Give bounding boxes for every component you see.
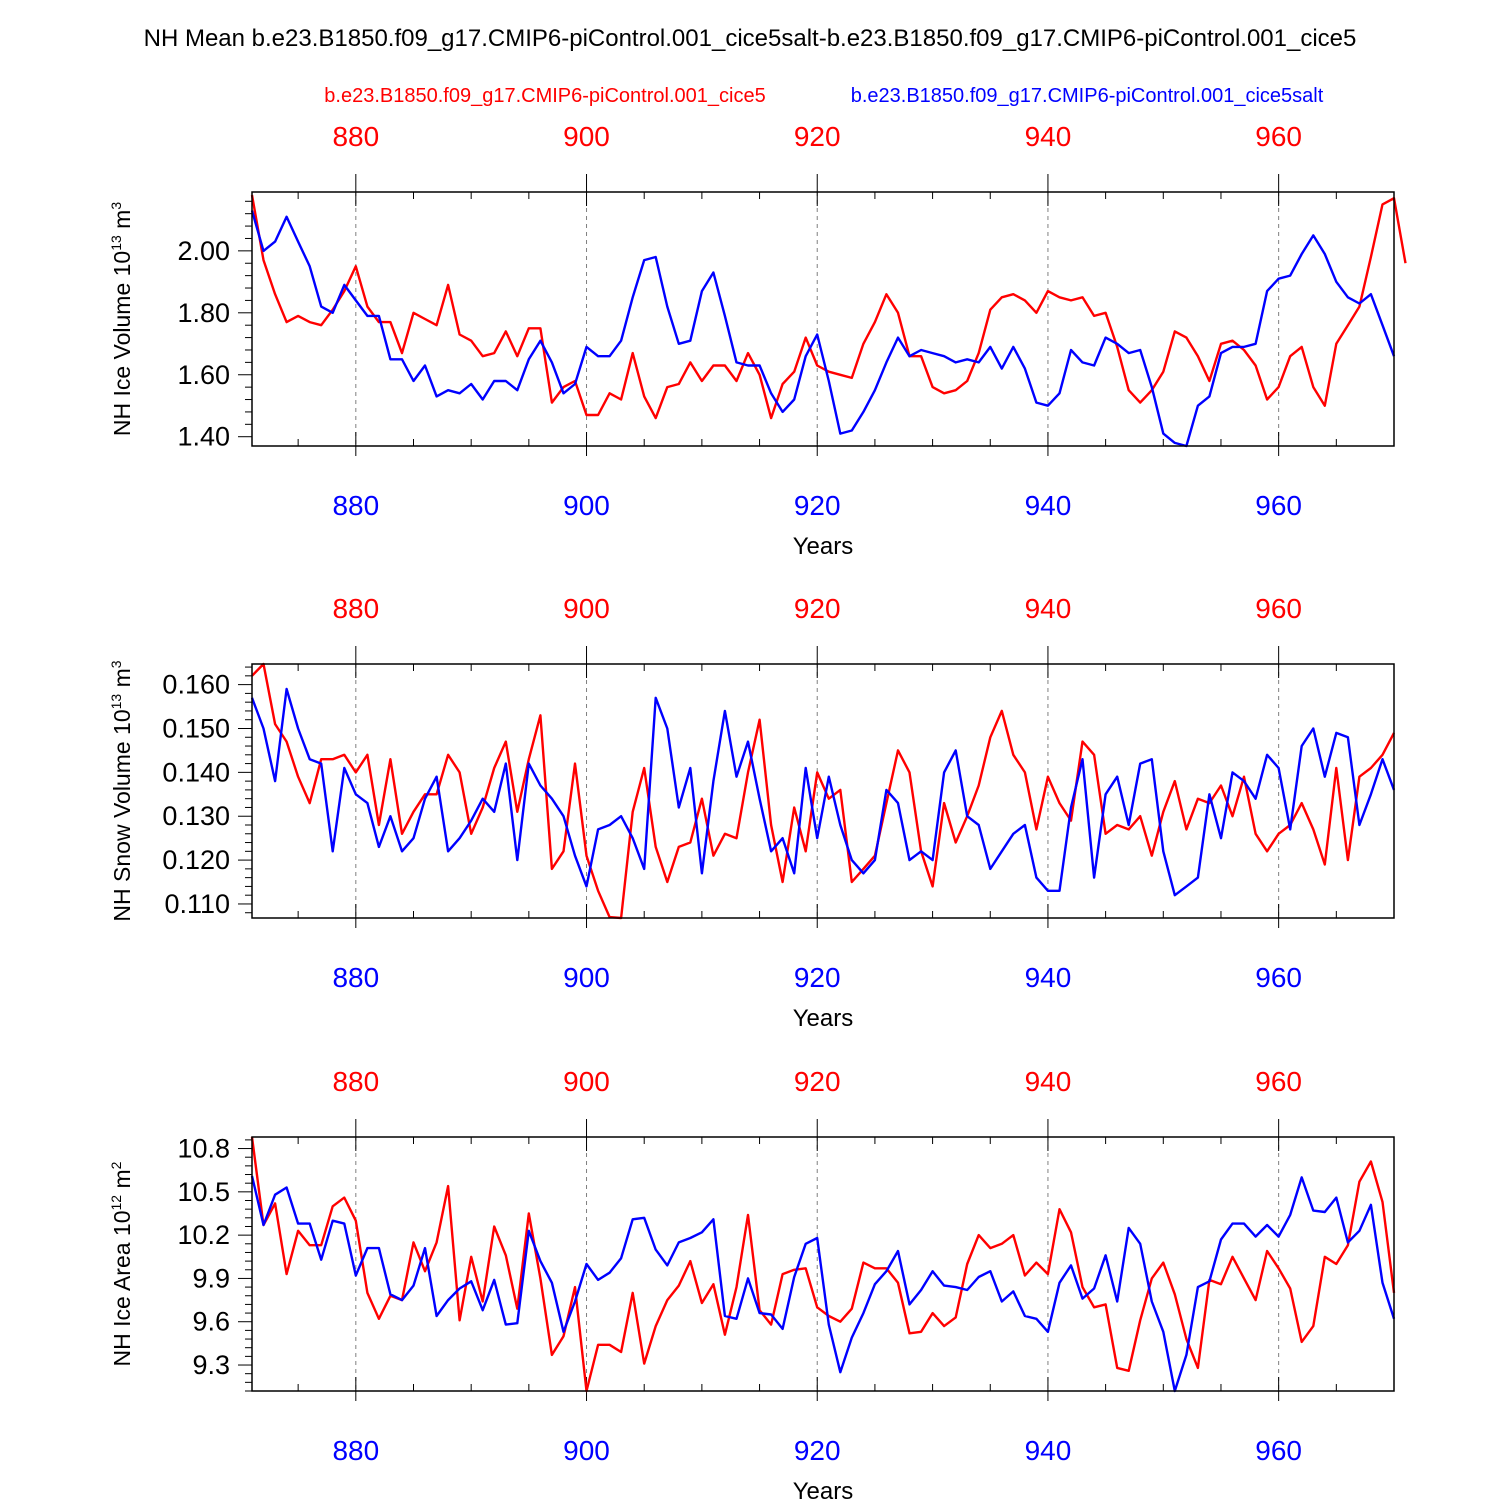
plot-frame <box>251 191 1395 447</box>
y-tick-label: 9.3 <box>192 1350 230 1380</box>
y-axis-label-text: m <box>109 210 135 236</box>
figure-title: NH Mean b.e23.B1850.f09_g17.CMIP6-piCont… <box>144 25 1357 52</box>
x-tick-label-bottom: 900 <box>563 962 610 993</box>
legend-red-label: b.e23.B1850.f09_g17.CMIP6-piControl.001_… <box>324 85 765 107</box>
series-line-red <box>251 662 1396 920</box>
y-tick-label: 10.8 <box>177 1134 230 1164</box>
x-tick-label-bottom: 940 <box>1025 962 1072 993</box>
x-tick-label-top: 920 <box>794 593 841 624</box>
x-tick-label-top: 880 <box>332 1066 379 1097</box>
y-tick-label: 0.130 <box>162 801 230 831</box>
series-line-blue <box>250 210 1396 448</box>
x-tick-label-top: 960 <box>1255 121 1302 152</box>
series-line-red <box>250 194 1407 420</box>
x-tick-label-bottom: 920 <box>794 1435 841 1466</box>
x-tick-label-top: 940 <box>1025 593 1072 624</box>
y-axis-label-superscript: 13 <box>108 694 124 710</box>
x-tick-label-bottom: 880 <box>332 490 379 521</box>
panel-3: 9.3 9.6 9.9 10.2 10.5 10.8 880 880 900 900 920 920 9… <box>108 1066 1396 1500</box>
x-tick-label-bottom: 880 <box>332 1435 379 1466</box>
y-tick-label: 0.140 <box>162 757 230 787</box>
x-tick-label-top: 940 <box>1025 121 1072 152</box>
plot-frame <box>251 663 1395 919</box>
x-tick-label-bottom: 940 <box>1025 490 1072 521</box>
y-axis-label: NH Snow Volume 1013 m3 <box>108 660 135 921</box>
panels-container: 1.40 1.60 1.80 2.00 880 880 900 900 920 920 940 940… <box>108 121 1407 1500</box>
y-axis-label-superscript: 3 <box>108 202 124 210</box>
y-tick-label: 2.00 <box>177 236 230 266</box>
panel-2: 0.110 0.120 0.130 0.140 0.150 0.160 880 880 900 9… <box>108 593 1396 1032</box>
x-tick-label-bottom: 960 <box>1255 962 1302 993</box>
y-axis-label-text: NH Ice Area 10 <box>109 1210 135 1366</box>
y-tick-label: 9.6 <box>192 1307 230 1337</box>
x-tick-label-bottom: 920 <box>794 490 841 521</box>
x-tick-label-top: 940 <box>1025 1066 1072 1097</box>
y-axis-label-superscript: 2 <box>108 1161 124 1169</box>
x-tick-label-top: 880 <box>332 593 379 624</box>
x-tick-label-top: 900 <box>563 1066 610 1097</box>
x-tick-label-bottom: 960 <box>1255 1435 1302 1466</box>
series-line-blue <box>250 687 1396 897</box>
y-tick-label: 10.5 <box>177 1177 230 1207</box>
y-axis-label-superscript: 13 <box>108 235 124 251</box>
x-tick-label-bottom: 900 <box>563 1435 610 1466</box>
x-tick-label-bottom: 900 <box>563 490 610 521</box>
y-axis-label: NH Ice Volume 1013 m3 <box>108 202 135 437</box>
y-tick-label: 9.9 <box>192 1263 230 1293</box>
y-tick-label: 0.150 <box>162 713 230 743</box>
y-tick-label: 10.2 <box>177 1220 230 1250</box>
x-tick-label-bottom: 960 <box>1255 490 1302 521</box>
series-line-blue <box>250 1175 1396 1393</box>
y-tick-label: 1.80 <box>177 298 230 328</box>
series-line-red <box>250 1136 1396 1393</box>
y-tick-label: 1.40 <box>177 422 230 452</box>
y-axis-label-text: m <box>109 1169 135 1195</box>
plot-frame <box>251 1136 1395 1392</box>
y-tick-label: 1.60 <box>177 360 230 390</box>
x-axis-label: Years <box>793 533 854 560</box>
x-tick-label-top: 900 <box>563 121 610 152</box>
x-tick-label-top: 960 <box>1255 593 1302 624</box>
y-tick-label: 0.160 <box>162 670 230 700</box>
y-axis-label-text: NH Ice Volume 10 <box>109 251 135 436</box>
legend-blue-label: b.e23.B1850.f09_g17.CMIP6-piControl.001_… <box>851 85 1324 107</box>
x-tick-label-bottom: 920 <box>794 962 841 993</box>
panel-1: 1.40 1.60 1.80 2.00 880 880 900 900 920 920 940 940… <box>108 121 1407 560</box>
y-axis-label-text: NH Snow Volume 10 <box>109 709 135 921</box>
x-tick-label-top: 880 <box>332 121 379 152</box>
y-axis-label-superscript: 3 <box>108 660 124 668</box>
y-axis-label-text: m <box>109 668 135 694</box>
x-tick-label-bottom: 940 <box>1025 1435 1072 1466</box>
y-tick-label: 0.110 <box>164 889 230 919</box>
x-tick-label-top: 920 <box>794 121 841 152</box>
x-axis-label: Years <box>793 1478 854 1500</box>
x-tick-label-top: 960 <box>1255 1066 1302 1097</box>
x-tick-label-top: 900 <box>563 593 610 624</box>
x-tick-label-top: 920 <box>794 1066 841 1097</box>
y-tick-label: 0.120 <box>162 845 230 875</box>
y-axis-label: NH Ice Area 1012 m2 <box>108 1161 135 1366</box>
x-tick-label-bottom: 880 <box>332 962 379 993</box>
x-axis-label: Years <box>793 1005 854 1032</box>
y-axis-label-superscript: 12 <box>108 1195 124 1211</box>
